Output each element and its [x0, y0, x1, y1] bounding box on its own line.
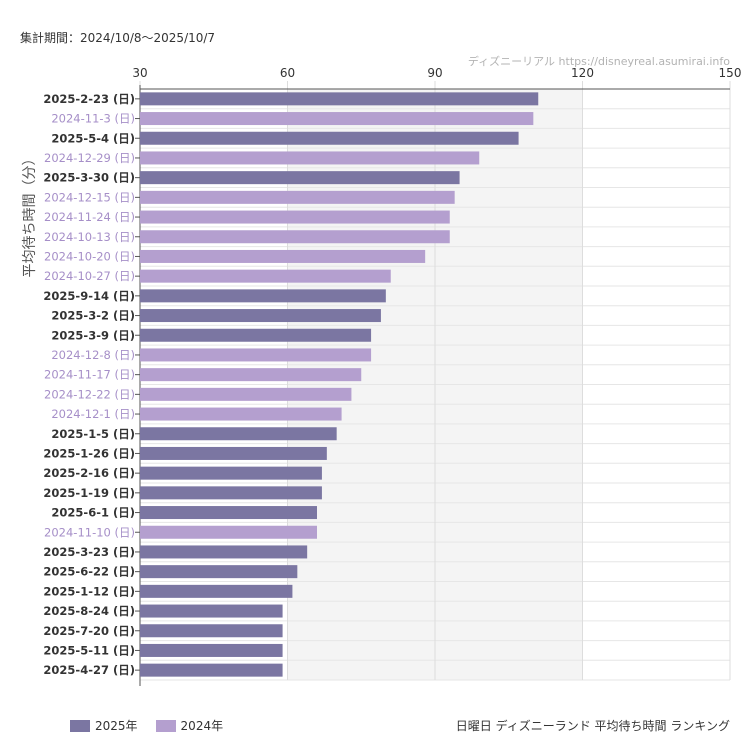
- bar: [140, 525, 317, 539]
- bar: [140, 466, 322, 480]
- y-tick-label: 2025-1-12 (日): [43, 584, 135, 598]
- bar: [140, 643, 283, 657]
- legend-swatch-2024: [155, 719, 176, 732]
- y-tick-label: 2025-5-11 (日): [43, 643, 135, 657]
- x-tick-label: 90: [427, 66, 442, 80]
- y-tick-label: 2025-1-19 (日): [43, 486, 135, 500]
- y-tick-label: 2025-1-5 (日): [51, 427, 135, 441]
- y-tick-label: 2025-7-20 (日): [43, 624, 135, 638]
- y-tick-label: 2024-11-3 (日): [51, 112, 135, 126]
- bar: [140, 348, 372, 362]
- legend: 2025年 2024年: [70, 717, 241, 734]
- bar: [140, 269, 391, 283]
- legend-label-2024: 2024年: [180, 719, 224, 733]
- y-tick-label: 2024-10-27 (日): [44, 269, 135, 283]
- y-tick-label: 2024-11-24 (日): [44, 210, 135, 224]
- y-tick-label: 2024-12-15 (日): [44, 190, 135, 204]
- legend-item-2024[interactable]: 2024年: [155, 717, 224, 734]
- y-tick-label: 2024-10-20 (日): [44, 249, 135, 263]
- chart-title: 日曜日 ディズニーランド 平均待ち時間 ランキング: [455, 719, 730, 733]
- x-tick-label: 30: [132, 66, 147, 80]
- y-tick-label: 2025-8-24 (日): [43, 604, 135, 618]
- bar: [140, 230, 450, 244]
- y-tick-label: 2024-10-13 (日): [44, 230, 135, 244]
- bar: [140, 309, 381, 323]
- y-axis-title: 平均待ち時間（分）: [22, 152, 38, 278]
- y-tick-label: 2024-12-29 (日): [44, 151, 135, 165]
- bar: [140, 92, 539, 106]
- bar: [140, 368, 362, 382]
- bar: [140, 584, 293, 598]
- bar: [140, 328, 372, 342]
- legend-swatch-2025: [70, 719, 90, 732]
- bar: [140, 112, 534, 126]
- legend-item-2025[interactable]: 2025年: [70, 717, 138, 734]
- y-tick-label: 2024-12-8 (日): [51, 348, 135, 362]
- bar: [140, 210, 450, 224]
- bar: [140, 545, 308, 559]
- y-tick-label: 2024-12-1 (日): [51, 407, 135, 421]
- y-tick-label: 2025-1-26 (日): [43, 446, 135, 460]
- bar: [140, 604, 283, 618]
- y-tick-label: 2025-2-16 (日): [43, 466, 135, 480]
- site-credit: ディズニーリアル https://disneyreal.asumirai.inf…: [467, 55, 730, 68]
- y-tick-label: 2024-12-22 (日): [44, 387, 135, 401]
- y-tick-label: 2025-2-23 (日): [43, 92, 135, 106]
- y-tick-label: 2024-11-10 (日): [44, 525, 135, 539]
- bar: [140, 387, 352, 401]
- bar: [140, 151, 480, 165]
- bar: [140, 506, 317, 520]
- bar: [140, 131, 519, 145]
- bar: [140, 565, 298, 579]
- y-tick-label: 2025-3-9 (日): [51, 328, 135, 342]
- bar: [140, 407, 342, 421]
- y-tick-label: 2025-3-2 (日): [51, 309, 135, 323]
- y-tick-label: 2025-3-23 (日): [43, 545, 135, 559]
- x-tick-label: 60: [280, 66, 295, 80]
- legend-label-2025: 2025年: [95, 719, 138, 733]
- bar: [140, 190, 455, 204]
- x-tick-label: 150: [719, 66, 742, 80]
- period-label: 集計期間：2024/10/8〜2025/10/7: [20, 31, 216, 45]
- y-tick-label: 2025-6-1 (日): [51, 506, 135, 520]
- bar: [140, 663, 283, 677]
- y-tick-label: 2024-11-17 (日): [44, 368, 135, 382]
- y-tick-label: 2025-3-30 (日): [43, 171, 135, 185]
- bar: [140, 486, 322, 500]
- y-tick-label: 2025-6-22 (日): [43, 565, 135, 579]
- y-tick-label: 2025-5-4 (日): [51, 131, 135, 145]
- y-tick-label: 2025-9-14 (日): [43, 289, 135, 303]
- x-tick-label: 120: [571, 66, 594, 80]
- bar: [140, 446, 327, 460]
- bar: [140, 249, 426, 263]
- bar: [140, 624, 283, 638]
- y-tick-label: 2025-4-27 (日): [43, 663, 135, 677]
- bar: [140, 289, 386, 303]
- bar: [140, 427, 337, 441]
- bar: [140, 171, 460, 185]
